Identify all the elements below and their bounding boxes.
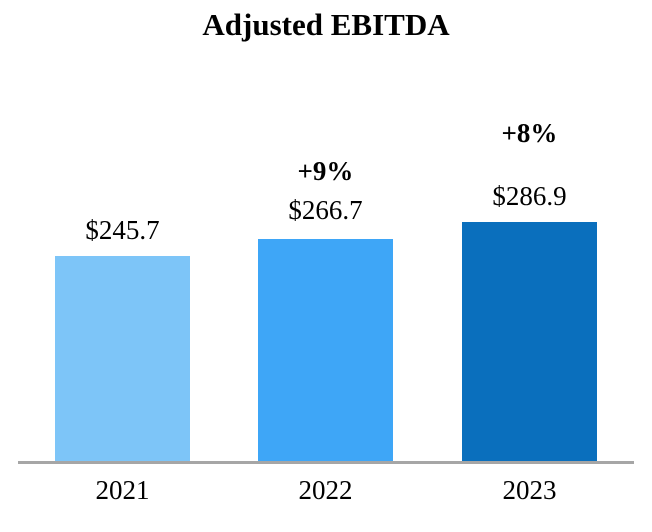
bar-group-2023: +8% $286.9 2023 [462,0,597,532]
bar-group-2021: $245.7 2021 [55,0,190,532]
value-label-2022: $266.7 [288,195,363,225]
bar-2021 [55,256,190,461]
category-label-2021: 2021 [95,475,150,505]
growth-label-2022: +9% [297,156,354,186]
value-label-2023: $286.9 [492,181,567,211]
value-label-2021: $245.7 [85,215,160,245]
x-axis-line [18,461,634,464]
chart-title: Adjusted EBITDA [202,7,450,42]
category-label-2022: 2022 [298,475,353,505]
category-label-2023: 2023 [502,475,557,505]
bar-group-2022: +9% $266.7 2022 [258,0,393,532]
bar-2023 [462,222,597,461]
growth-label-2023: +8% [501,118,558,148]
bar-2022 [258,239,393,461]
